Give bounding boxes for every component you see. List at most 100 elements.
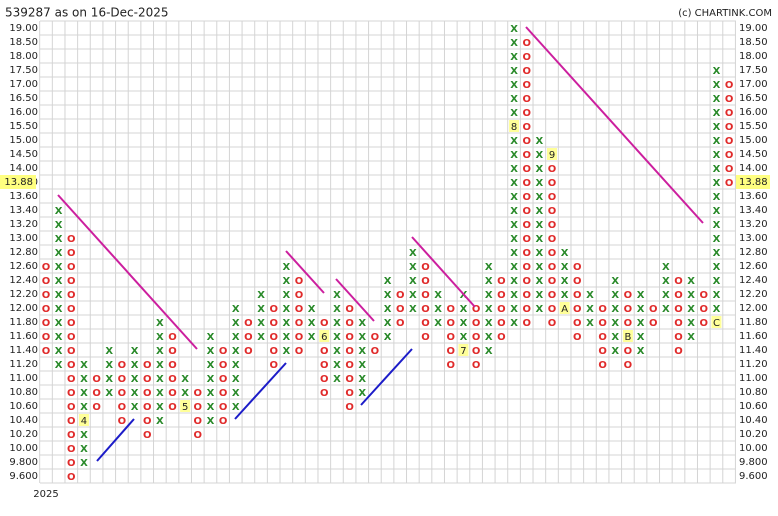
o-box: O — [548, 206, 557, 217]
o-box: O — [219, 374, 228, 385]
x-box: X — [55, 304, 63, 315]
x-box: X — [80, 458, 88, 469]
x-box: X — [207, 388, 215, 399]
o-box: O — [421, 290, 430, 301]
y-tick-label: 15.50 — [9, 121, 38, 132]
o-box: O — [522, 80, 531, 91]
o-box: O — [345, 332, 354, 343]
y-tick-label: 10.80 — [9, 387, 38, 398]
pf-column: XXX — [434, 290, 442, 329]
grid — [39, 20, 736, 484]
o-box: O — [143, 374, 152, 385]
x-box: X — [384, 276, 392, 287]
x-box: X — [384, 290, 392, 301]
x-box: X — [80, 444, 88, 455]
o-box: O — [522, 164, 531, 175]
x-tick-label: 2025 — [33, 489, 58, 500]
o-box: O — [548, 290, 557, 301]
o-box: O — [396, 304, 405, 315]
x-box: X — [510, 192, 518, 203]
y-tick-label: 12.00 — [739, 303, 768, 314]
o-box: O — [573, 304, 582, 315]
y-tick-label: 14.50 — [739, 149, 768, 160]
x-box: X — [80, 430, 88, 441]
x-box: X — [485, 346, 493, 357]
o-box: O — [168, 402, 177, 413]
x-box: X — [409, 304, 417, 315]
marker-box — [711, 316, 722, 328]
marker-box — [180, 400, 191, 412]
x-box: X — [510, 38, 518, 49]
y-tick-label: 13.60 — [739, 191, 768, 202]
x-box: X — [207, 402, 215, 413]
o-box: O — [219, 402, 228, 413]
y-tick-label: 14.50 — [9, 149, 38, 160]
o-box: O — [548, 318, 557, 329]
x-box: X — [232, 332, 240, 343]
pf-column: OOO — [700, 290, 709, 329]
o-box: O — [219, 346, 228, 357]
x-box: X — [713, 178, 721, 189]
o-box: O — [269, 360, 278, 371]
o-box: O — [295, 304, 304, 315]
o-box: O — [269, 318, 278, 329]
o-box: O — [447, 332, 456, 343]
o-box: O — [725, 108, 734, 119]
o-box: O — [598, 360, 607, 371]
x-box: X — [611, 346, 619, 357]
o-box: O — [573, 332, 582, 343]
o-box: O — [219, 388, 228, 399]
x-box: X — [131, 402, 139, 413]
x-box: X — [713, 290, 721, 301]
o-box: O — [295, 276, 304, 287]
x-box: X — [384, 318, 392, 329]
o-box: O — [472, 332, 481, 343]
x-box: X — [156, 388, 164, 399]
x-box: X — [131, 374, 139, 385]
y-tick-label: 17.00 — [739, 79, 768, 90]
last-price-box — [736, 175, 770, 189]
o-box: O — [67, 248, 76, 259]
o-box: O — [118, 416, 127, 427]
o-box: O — [219, 416, 228, 427]
y-tick-label: 10.00 — [739, 443, 768, 454]
marker-label: B — [624, 332, 631, 343]
x-box: X — [510, 52, 518, 63]
o-box: O — [624, 360, 633, 371]
y-tick-label: 19.00 — [9, 23, 38, 34]
o-box: O — [497, 290, 506, 301]
x-box: X — [257, 318, 265, 329]
x-box: X — [80, 360, 88, 371]
x-box: X — [485, 290, 493, 301]
marker-label: 5 — [182, 402, 188, 413]
o-box: O — [598, 318, 607, 329]
x-box: X — [535, 276, 543, 287]
x-box: X — [535, 304, 543, 315]
x-box: X — [460, 304, 468, 315]
x-box: X — [232, 346, 240, 357]
x-box: X — [535, 262, 543, 273]
o-box: O — [522, 108, 531, 119]
o-box: O — [497, 318, 506, 329]
o-box: O — [345, 318, 354, 329]
x-box: X — [637, 332, 645, 343]
o-box: O — [725, 150, 734, 161]
y-tick-label: 11.80 — [9, 317, 38, 328]
y-tick-label: 13.00 — [9, 233, 38, 244]
y-tick-label: 12.40 — [9, 275, 38, 286]
y-tick-label: 9.800 — [9, 457, 38, 468]
x-box: X — [156, 346, 164, 357]
x-box: X — [561, 290, 569, 301]
x-box: X — [611, 332, 619, 343]
o-box: O — [598, 332, 607, 343]
y-tick-label: 16.00 — [9, 107, 38, 118]
o-box: O — [522, 318, 531, 329]
